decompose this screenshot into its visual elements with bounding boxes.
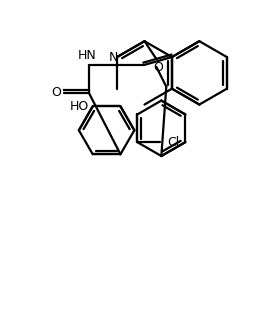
Text: Cl: Cl (167, 136, 179, 149)
Text: HO: HO (70, 100, 89, 113)
Text: N: N (109, 51, 118, 64)
Text: O: O (51, 86, 61, 99)
Text: HN: HN (78, 49, 96, 62)
Text: O: O (153, 61, 163, 74)
